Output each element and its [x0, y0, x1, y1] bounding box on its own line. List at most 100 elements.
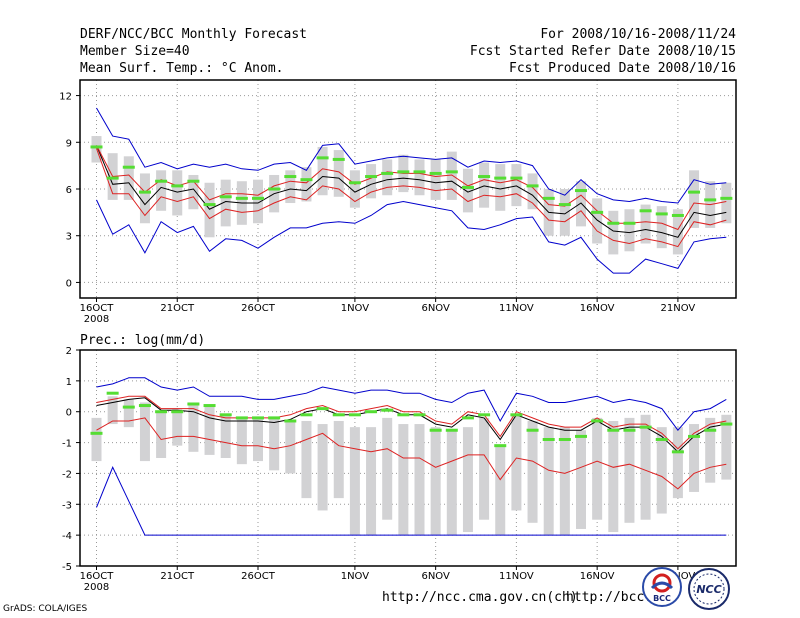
ensemble-box	[253, 417, 263, 462]
ensemble-box	[220, 179, 231, 227]
ensemble-box	[139, 402, 150, 462]
ensemble-box	[430, 427, 441, 536]
ensemble-box	[495, 445, 506, 536]
ensemble-box	[204, 405, 215, 455]
ensemble-box	[592, 417, 603, 520]
ensemble-box	[220, 414, 231, 458]
y-tick-label: 0	[66, 408, 72, 419]
x-tick-label: 11NOV	[499, 303, 534, 314]
series-max	[96, 377, 727, 431]
ensemble-box	[559, 427, 570, 536]
ensemble-box	[527, 420, 538, 523]
series-lower-spread	[96, 417, 727, 490]
y-tick-label: -2	[62, 469, 72, 480]
ensemble-box	[333, 420, 344, 499]
ensemble-box	[123, 399, 134, 428]
ncc-logo-icon: NCC	[688, 568, 730, 610]
ensemble-box	[672, 209, 683, 255]
x-tick-label: 26OCT	[241, 571, 276, 582]
ensemble-box	[511, 414, 522, 511]
ensemble-box	[624, 209, 635, 252]
x-tick-sublabel: 2008	[84, 314, 109, 325]
ensemble-box	[479, 417, 490, 520]
ensemble-box	[446, 151, 457, 200]
ensemble-box	[156, 411, 167, 458]
ensemble-box	[543, 427, 554, 536]
ensemble-box	[576, 430, 586, 529]
ensemble-box	[705, 417, 716, 483]
bcc-logo-icon: BCC	[642, 567, 682, 607]
grads-credit: GrADS: COLA/IGES	[3, 604, 88, 614]
ensemble-box	[656, 427, 667, 514]
ensemble-box	[366, 164, 377, 199]
series-upper-spread	[96, 145, 727, 231]
ensemble-box	[91, 417, 102, 462]
produced-date-label: Fcst Produced Date 2008/10/16	[509, 61, 736, 76]
x-tick-label: 11NOV	[499, 571, 534, 582]
footer-url-ch[interactable]: http://ncc.cma.gov.cn(ch)	[382, 590, 578, 605]
x-tick-label: 1NOV	[341, 303, 370, 314]
ensemble-box	[156, 170, 167, 211]
ensemble-box	[462, 168, 473, 213]
ensemble-box	[382, 159, 393, 196]
ensemble-box	[414, 424, 425, 536]
footer-url-bcc[interactable]: http://bcc.c	[566, 590, 660, 605]
series-upper-spread	[96, 395, 727, 450]
ensemble-box	[576, 181, 586, 227]
variable-label: Mean Surf. Temp.: °C Anom.	[80, 61, 284, 76]
period-label: For 2008/10/16-2008/11/24	[540, 27, 736, 42]
ensemble-box	[608, 420, 619, 533]
ensemble-box	[236, 417, 247, 465]
ensemble-box	[285, 170, 296, 204]
y-tick-label: -1	[62, 439, 72, 450]
ensemble-box	[349, 170, 360, 208]
ensemble-box	[188, 402, 199, 452]
ensemble-box	[172, 170, 183, 216]
x-tick-label: 16OCT	[80, 303, 115, 314]
ensemble-box	[689, 170, 700, 228]
x-tick-label: 6NOV	[421, 303, 450, 314]
ensemble-box	[640, 414, 651, 520]
ensemble-box	[269, 417, 280, 471]
y-tick-label: 6	[66, 185, 72, 196]
ensemble-box	[366, 427, 377, 536]
refer-date-label: Fcst Started Refer Date 2008/10/15	[469, 44, 736, 59]
y-tick-label: -3	[62, 500, 72, 511]
x-tick-label: 21OCT	[160, 303, 195, 314]
ensemble-box	[527, 173, 538, 210]
panel-title: Prec.: log(mm/d)	[80, 333, 205, 348]
ensemble-box	[624, 417, 635, 523]
x-tick-label: 6NOV	[421, 571, 450, 582]
ensemble-box	[495, 164, 506, 211]
y-tick-label: 2	[66, 346, 72, 357]
ensemble-box	[172, 408, 183, 446]
ensemble-box	[511, 164, 522, 207]
y-tick-label: -4	[62, 531, 72, 542]
ensemble-box	[398, 424, 409, 536]
ensemble-box	[414, 159, 425, 196]
x-tick-label: 1NOV	[341, 571, 370, 582]
ensemble-box	[689, 424, 700, 492]
ensemble-box	[123, 156, 134, 200]
plot-frame	[79, 349, 737, 567]
series-lower-spread	[96, 148, 727, 248]
ensemble-box	[721, 182, 732, 224]
y-tick-label: 9	[66, 138, 72, 149]
ensemble-box	[317, 424, 328, 511]
ensemble-box	[462, 427, 473, 533]
series-ensemble-mean	[96, 397, 727, 453]
x-tick-label: 21OCT	[160, 571, 195, 582]
ensemble-box	[285, 420, 296, 474]
ensemble-box	[139, 173, 150, 224]
member-size-label: Member Size=40	[80, 44, 190, 59]
ensemble-box	[672, 427, 683, 499]
y-tick-label: 1	[66, 377, 72, 388]
y-tick-label: -5	[62, 562, 72, 573]
x-tick-label: 16OCT	[80, 571, 115, 582]
series-ensemble-mean	[96, 145, 727, 238]
y-tick-label: 3	[66, 232, 72, 243]
series-min	[96, 199, 727, 274]
ensemble-box	[301, 420, 312, 499]
ensemble-box	[317, 146, 328, 196]
